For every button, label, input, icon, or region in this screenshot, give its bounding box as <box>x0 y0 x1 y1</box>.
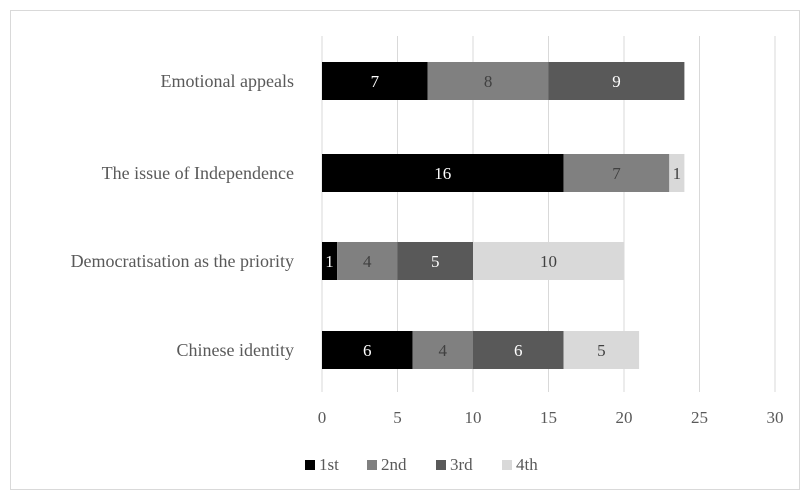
data-label: 5 <box>597 341 606 360</box>
data-label: 10 <box>540 252 557 271</box>
data-label: 1 <box>325 252 334 271</box>
bar-segment <box>397 242 473 280</box>
data-label: 6 <box>363 341 372 360</box>
x-tick-label: 30 <box>767 408 784 427</box>
data-label: 1 <box>673 164 682 183</box>
x-tick-label: 10 <box>465 408 482 427</box>
legend-label: 4th <box>516 455 538 474</box>
bar-segment <box>473 242 624 280</box>
data-label: 16 <box>434 164 451 183</box>
x-tick-label: 0 <box>318 408 327 427</box>
legend-swatch <box>502 460 512 470</box>
bar-segment <box>322 331 413 369</box>
bar-segment <box>427 62 549 100</box>
data-label: 4 <box>439 341 448 360</box>
bar-segment <box>412 331 473 369</box>
legend-label: 2nd <box>381 455 407 474</box>
category-label: Democratisation as the priority <box>71 251 294 271</box>
legend-swatch <box>367 460 377 470</box>
bar-segment <box>669 154 685 192</box>
data-label: 5 <box>431 252 440 271</box>
bar-segment <box>322 62 428 100</box>
category-label: Chinese identity <box>177 340 294 360</box>
data-label: 8 <box>484 72 493 91</box>
bar-segment <box>548 62 685 100</box>
data-label: 9 <box>612 72 621 91</box>
x-tick-label: 15 <box>540 408 557 427</box>
category-label: The issue of Independence <box>102 163 294 183</box>
bar-segment <box>563 331 640 369</box>
legend-swatch <box>305 460 315 470</box>
bar-segment <box>473 331 564 369</box>
data-label: 7 <box>612 164 621 183</box>
bar-segment <box>322 242 338 280</box>
x-tick-label: 5 <box>393 408 402 427</box>
data-label: 6 <box>514 341 523 360</box>
bar-segment <box>563 154 670 192</box>
legend-swatch <box>436 460 446 470</box>
data-label: 7 <box>371 72 380 91</box>
bar-segment <box>322 154 564 192</box>
x-tick-label: 20 <box>616 408 633 427</box>
data-label: 4 <box>363 252 372 271</box>
x-tick-label: 25 <box>691 408 708 427</box>
legend-label: 1st <box>319 455 339 474</box>
legend-label: 3rd <box>450 455 473 474</box>
bar-segment <box>337 242 398 280</box>
category-label: Emotional appeals <box>161 71 294 91</box>
